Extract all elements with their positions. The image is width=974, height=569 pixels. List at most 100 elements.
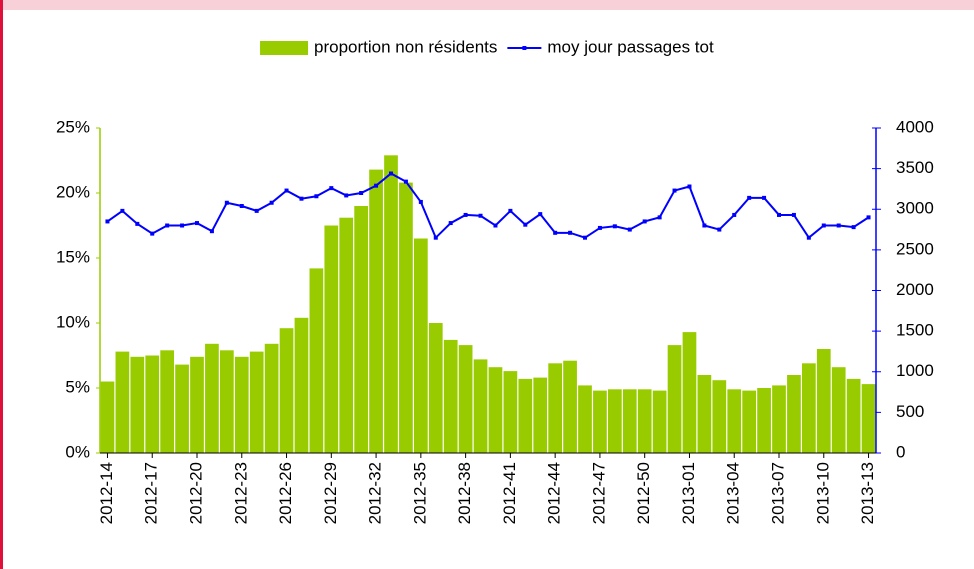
bar	[399, 182, 413, 453]
line-marker	[374, 183, 379, 188]
line-marker	[747, 195, 752, 200]
bar	[205, 343, 219, 453]
line-marker	[254, 208, 259, 213]
line-marker	[627, 227, 632, 232]
bar	[443, 339, 458, 453]
bar	[831, 367, 846, 453]
bar	[816, 349, 831, 453]
y-tick-label: 10%	[56, 312, 90, 331]
line-marker	[791, 212, 796, 217]
bar	[309, 268, 324, 453]
bar	[100, 381, 115, 453]
line-marker	[687, 184, 692, 189]
line-marker	[702, 223, 707, 228]
line-marker	[269, 200, 274, 205]
bar	[428, 323, 443, 453]
line-marker	[463, 212, 468, 217]
bar	[667, 345, 682, 453]
bar	[175, 364, 189, 453]
line-marker	[762, 195, 767, 200]
line-marker	[732, 212, 737, 217]
line-marker	[389, 171, 393, 176]
line-marker	[120, 208, 125, 213]
bar	[488, 367, 503, 453]
line-marker	[866, 215, 871, 220]
y-tick-label: 0%	[65, 442, 90, 461]
bar	[787, 375, 801, 453]
line-marker	[657, 215, 662, 220]
legend-label: proportion non résidents	[314, 37, 497, 56]
line-marker	[359, 191, 364, 195]
frame-edge	[0, 0, 3, 569]
line-marker	[433, 235, 438, 240]
line-marker	[105, 219, 110, 224]
bar	[160, 350, 175, 453]
bar	[279, 328, 294, 453]
bar	[294, 317, 309, 453]
y-tick-label: 20%	[56, 182, 90, 201]
x-tick-label: 2012-26	[276, 462, 295, 524]
line-marker	[299, 196, 304, 201]
line-marker	[553, 230, 558, 235]
line-marker	[777, 212, 781, 217]
y2-tick-label: 1500	[896, 321, 934, 340]
line-marker	[239, 204, 244, 208]
x-tick-label: 2012-41	[500, 462, 519, 524]
line-marker	[403, 179, 408, 184]
y2-tick-label: 3500	[896, 158, 934, 177]
bar	[607, 389, 622, 453]
line-marker	[806, 235, 811, 240]
line-marker	[851, 225, 856, 230]
bar	[339, 217, 354, 453]
bar	[130, 356, 145, 453]
y2-tick-label: 1000	[896, 361, 934, 380]
line-marker	[150, 231, 155, 236]
x-tick-label: 2012-23	[231, 462, 250, 524]
bar	[503, 371, 518, 453]
bar	[533, 377, 548, 453]
x-tick-label: 2012-47	[589, 462, 608, 524]
bar	[354, 206, 369, 453]
line-marker	[523, 222, 528, 227]
x-tick-label: 2013-13	[858, 462, 877, 524]
bar	[861, 384, 876, 453]
x-tick-label: 2012-17	[142, 462, 161, 524]
bar	[219, 350, 234, 453]
line-marker	[135, 221, 140, 226]
line-marker	[448, 221, 453, 226]
line-marker	[821, 223, 826, 228]
line-marker	[344, 193, 349, 198]
bar	[234, 356, 249, 453]
x-tick-label: 2012-38	[455, 462, 474, 524]
bar	[593, 390, 607, 453]
x-tick-label: 2012-20	[186, 462, 205, 524]
line-marker	[597, 225, 602, 230]
bar	[846, 378, 861, 453]
bar	[458, 345, 473, 453]
y2-tick-label: 3000	[896, 199, 934, 218]
line-marker	[165, 223, 170, 228]
legend-label: moy jour passages tot	[547, 37, 714, 56]
line-marker	[642, 219, 647, 224]
line-marker	[478, 213, 483, 218]
x-tick-label: 2013-01	[679, 462, 698, 524]
bar	[264, 343, 279, 453]
line-marker	[717, 227, 722, 232]
line-marker	[180, 223, 185, 228]
x-tick-label: 2013-04	[724, 462, 743, 524]
x-tick-label: 2012-35	[410, 462, 429, 524]
x-tick-label: 2013-07	[768, 462, 787, 524]
bar	[742, 390, 757, 453]
line-marker	[493, 223, 498, 228]
legend-marker	[522, 46, 527, 50]
line-marker	[836, 223, 841, 228]
bar	[115, 351, 130, 453]
header-strip	[0, 0, 974, 10]
y-tick-label: 15%	[56, 247, 90, 266]
x-tick-label: 2012-50	[634, 462, 653, 524]
bar	[518, 378, 533, 453]
x-tick-label: 2012-14	[97, 462, 116, 524]
line-marker	[672, 188, 677, 193]
